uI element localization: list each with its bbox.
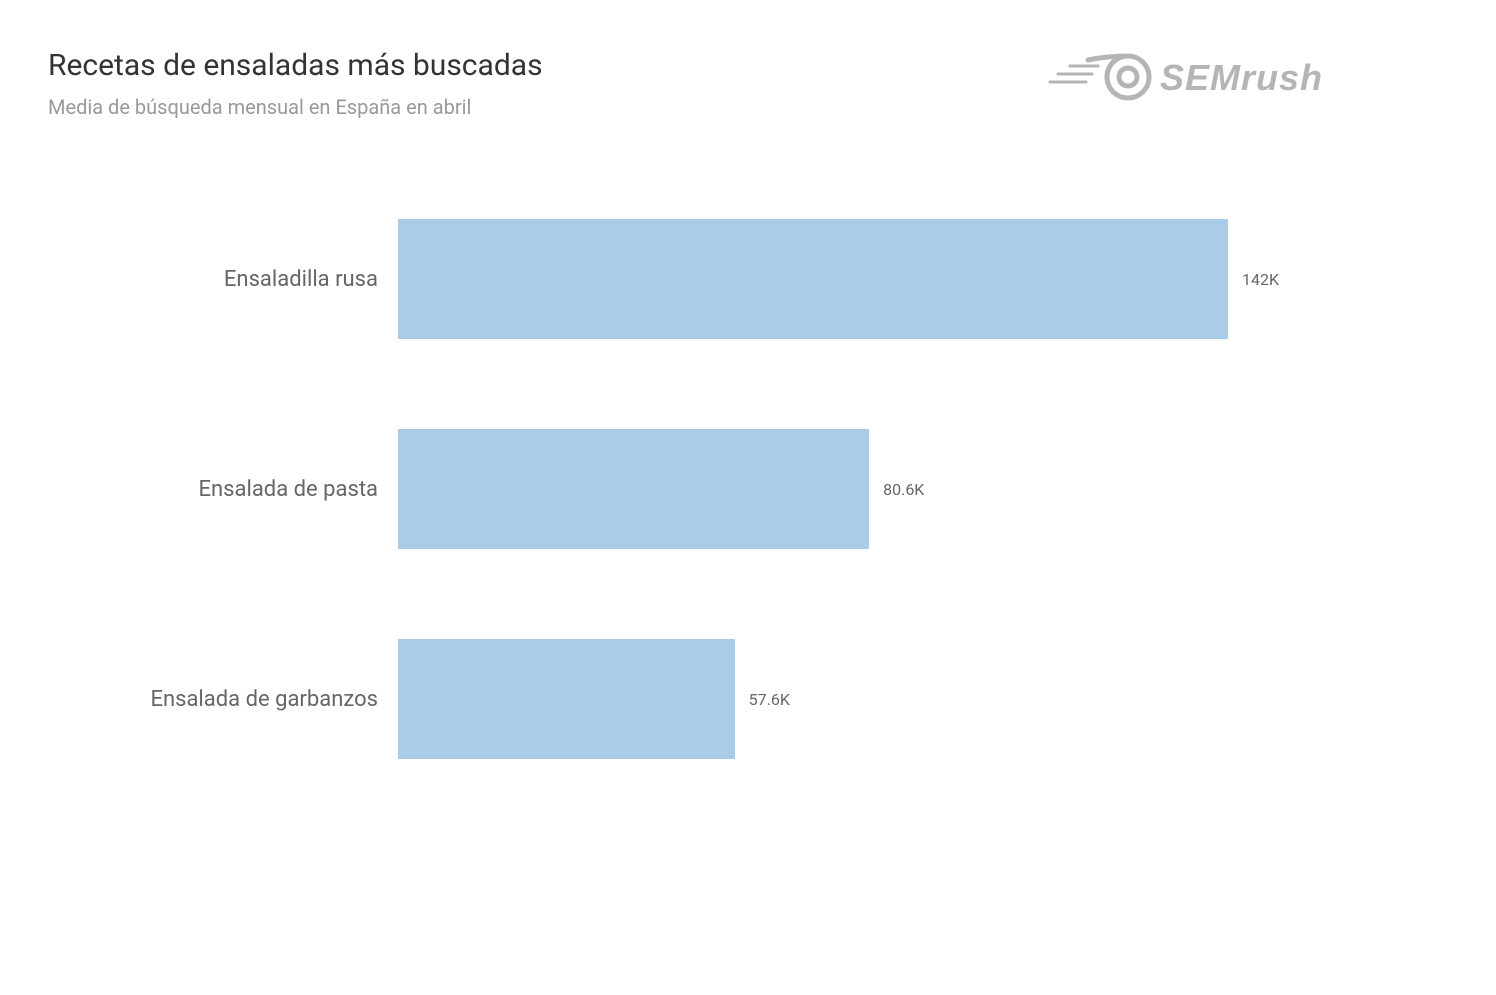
bar-label: Ensalada de pasta: [48, 477, 398, 502]
bar-value: 57.6K: [749, 690, 790, 709]
bar-track: 57.6K: [398, 639, 1448, 759]
title-block: Recetas de ensaladas más buscadas Media …: [48, 48, 543, 119]
bar-track: 142K: [398, 219, 1448, 339]
bar-row: Ensaladilla rusa 142K: [48, 219, 1448, 339]
bar-row: Ensalada de garbanzos 57.6K: [48, 639, 1448, 759]
bar-value: 80.6K: [883, 480, 924, 499]
chart-header: Recetas de ensaladas más buscadas Media …: [48, 48, 1448, 119]
bar-label: Ensalada de garbanzos: [48, 687, 398, 712]
bar-fill: [398, 639, 735, 759]
bar-fill: [398, 219, 1228, 339]
bar-chart: Ensaladilla rusa 142K Ensalada de pasta …: [48, 199, 1448, 799]
bar-value: 142K: [1242, 270, 1279, 289]
chart-title: Recetas de ensaladas más buscadas: [48, 48, 543, 83]
bar-track: 80.6K: [398, 429, 1448, 549]
bar-row: Ensalada de pasta 80.6K: [48, 429, 1448, 549]
semrush-logo: SEMrush: [1048, 52, 1448, 106]
svg-text:SEMrush: SEMrush: [1160, 57, 1323, 98]
bar-fill: [398, 429, 869, 549]
bar-label: Ensaladilla rusa: [48, 267, 398, 292]
chart-subtitle: Media de búsqueda mensual en España en a…: [48, 95, 543, 119]
